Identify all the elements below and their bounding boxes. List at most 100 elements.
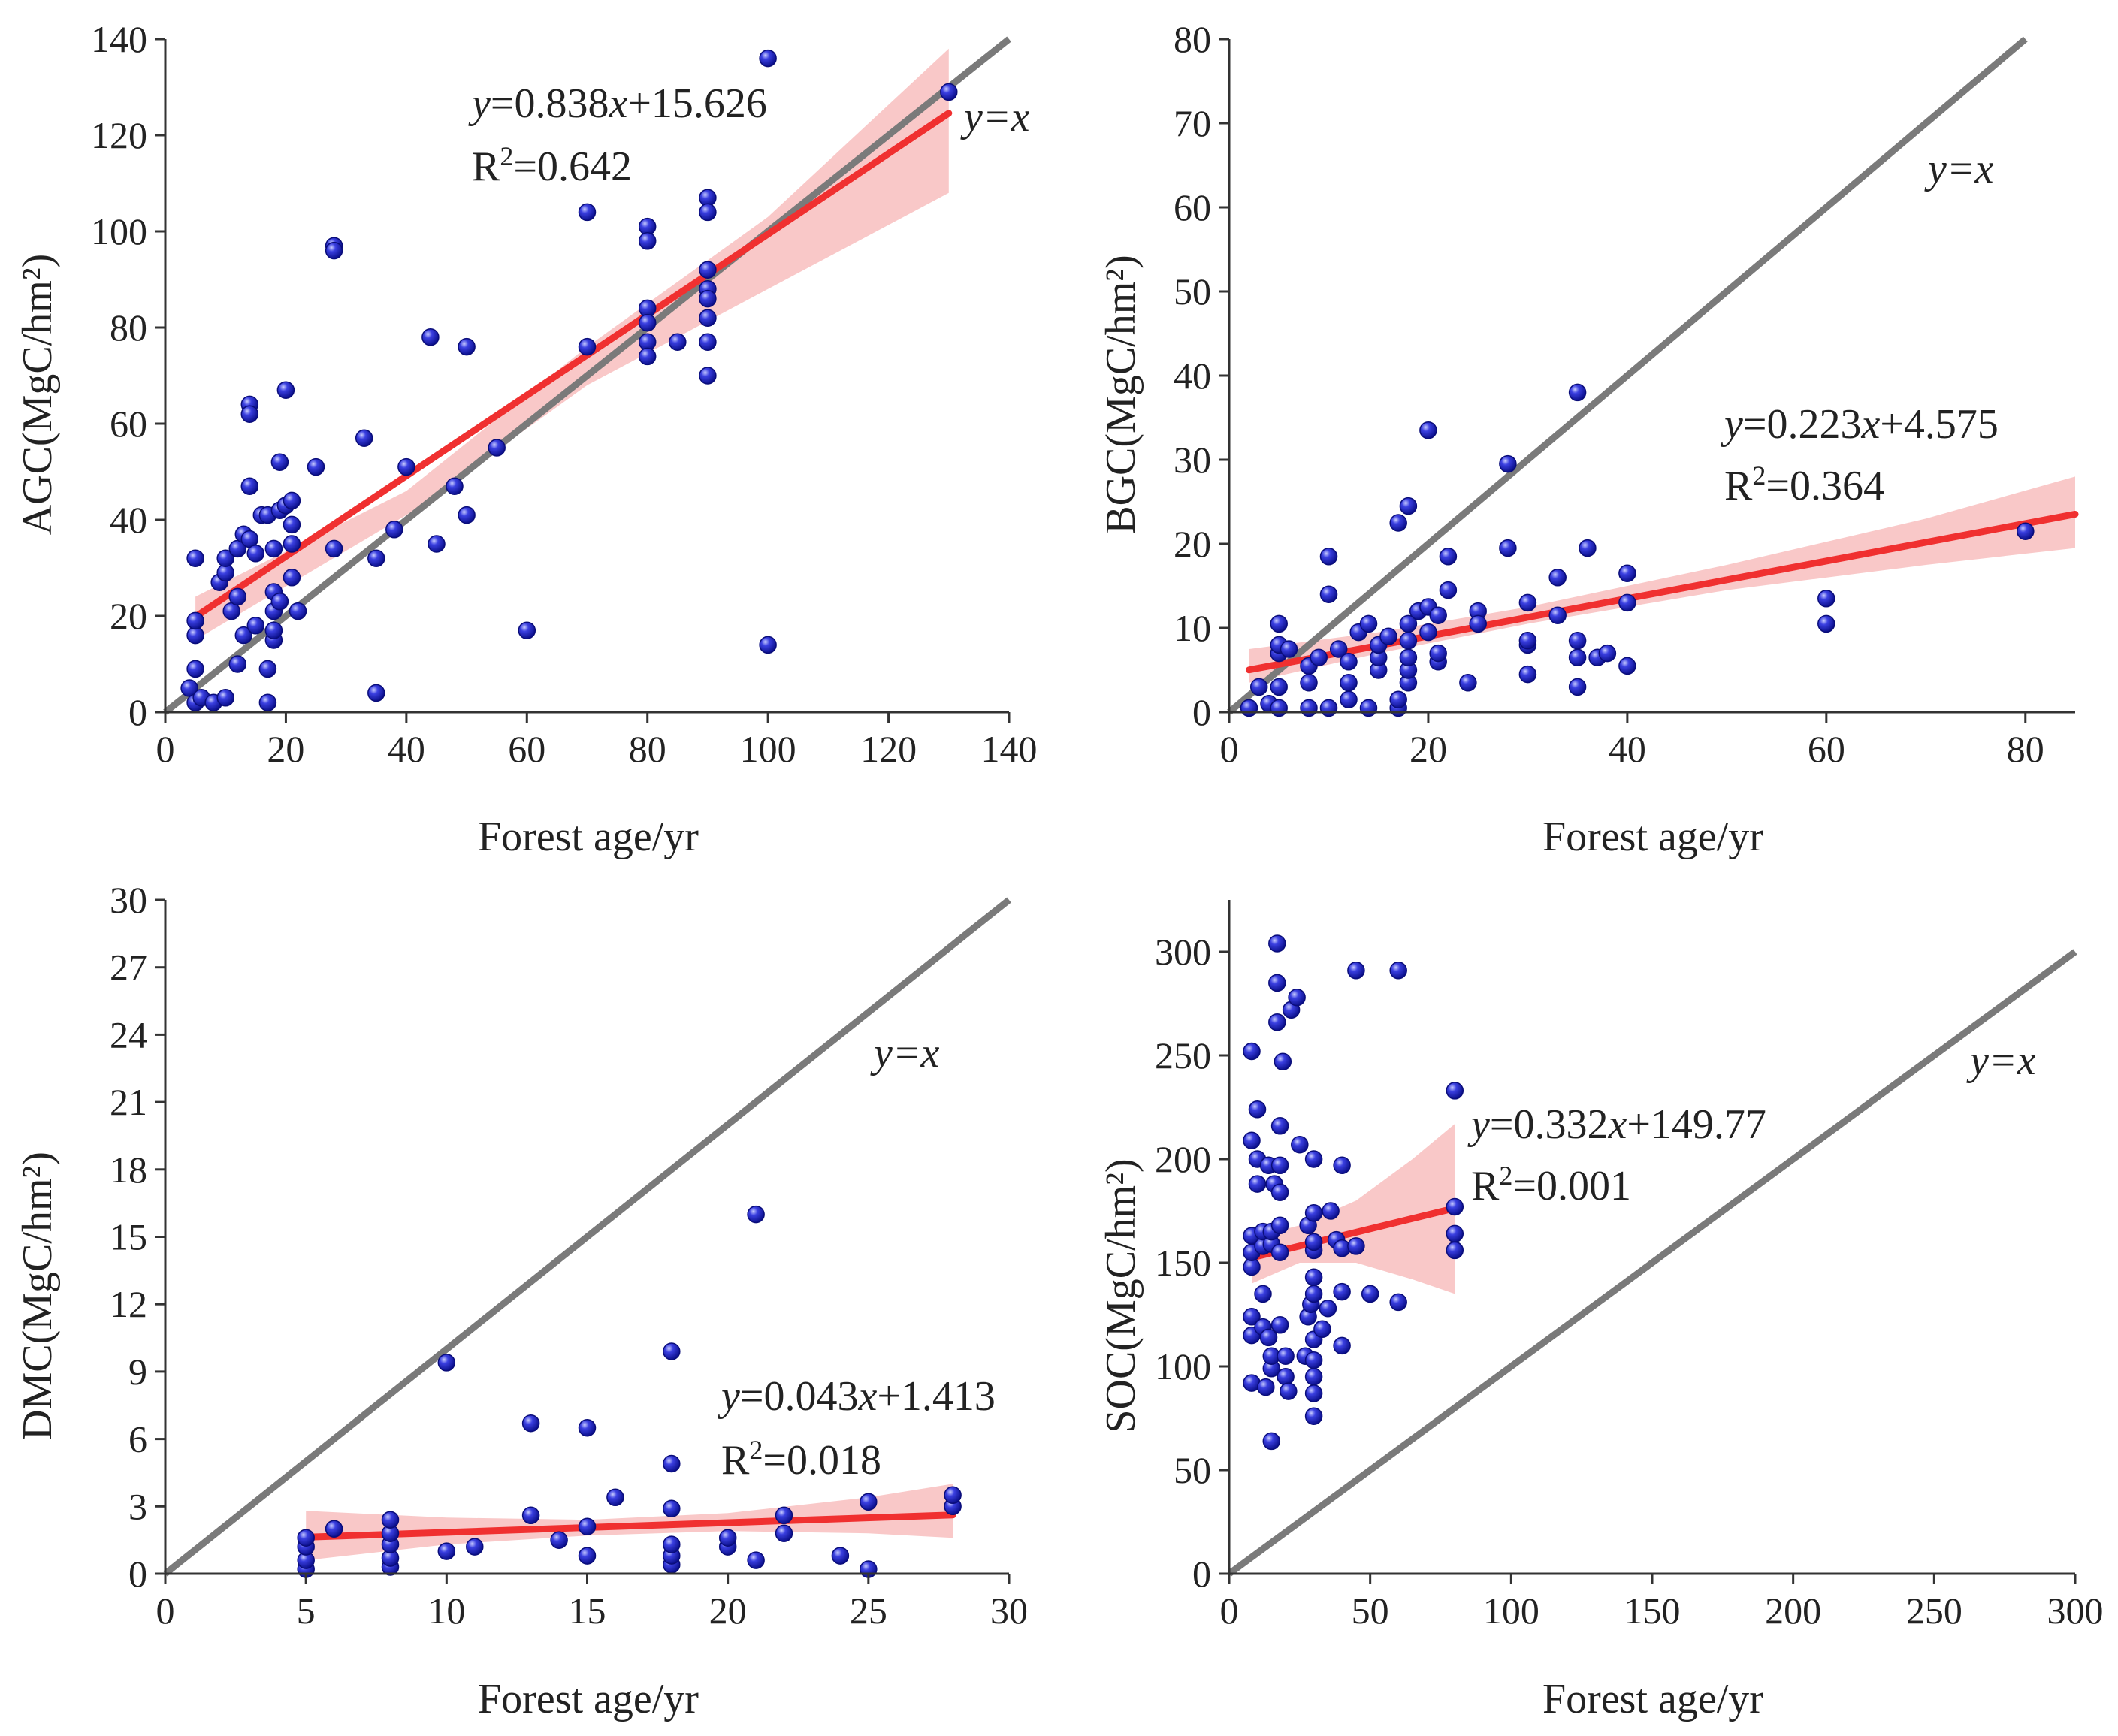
- agc-point-11: [216, 549, 234, 567]
- dmc-fit-line: [302, 1511, 956, 1541]
- soc-y-tick-label: 200: [1155, 1138, 1211, 1180]
- soc-point-33: [1274, 1052, 1292, 1071]
- agc-point-56: [458, 506, 476, 524]
- soc-x-tick-label: 100: [1483, 1590, 1539, 1632]
- bgc-point-3: [1270, 699, 1288, 717]
- agc-point-75: [699, 367, 717, 385]
- agc-point-34: [270, 453, 289, 471]
- bgc-point-47: [1469, 614, 1487, 633]
- dmc-point-9: [381, 1511, 400, 1529]
- soc-point-45: [1304, 1384, 1323, 1402]
- agc-point-58: [518, 621, 536, 639]
- bgc-point-42: [1429, 644, 1447, 663]
- agc-point-43: [307, 457, 325, 476]
- bgc-point-26: [1379, 627, 1397, 645]
- agc-fit-layer: [192, 110, 953, 620]
- dmc-point-10: [437, 1542, 456, 1560]
- dmc-point-36: [944, 1486, 962, 1505]
- agc-y-tick-label: 100: [91, 210, 147, 252]
- soc-y-tick-label: 100: [1155, 1345, 1211, 1387]
- soc-point-28: [1270, 1243, 1289, 1261]
- dmc-point-4: [325, 1520, 343, 1538]
- soc-identity-layer: [1227, 949, 2077, 1577]
- agc-point-13: [228, 655, 247, 673]
- dmc-x-tick-label: 15: [569, 1590, 606, 1632]
- dmc-point-27: [718, 1529, 737, 1547]
- bgc-x-tick-label: 0: [1220, 728, 1239, 770]
- soc-x-tick-label: 0: [1220, 1590, 1239, 1632]
- agc-point-2: [186, 660, 204, 678]
- agc-point-9: [216, 689, 234, 707]
- agc-point-19: [240, 405, 259, 423]
- agc-fit-line: [192, 110, 953, 620]
- soc-point-53: [1304, 1204, 1323, 1222]
- bgc-point-18: [1340, 674, 1358, 692]
- agc-point-67: [669, 333, 687, 351]
- soc-point-36: [1280, 1382, 1298, 1400]
- dmc-y-tick-label: 3: [128, 1485, 147, 1527]
- soc-y-tick-label: 300: [1155, 931, 1211, 973]
- soc-confidence-band: [1252, 1124, 1455, 1294]
- agc-equation: y=0.838x+15.626: [468, 80, 767, 127]
- bgc-point-59: [1568, 383, 1587, 402]
- bgc-equation: y=0.223x+4.575: [1721, 401, 1999, 448]
- agc-x-tick-label: 100: [740, 728, 796, 770]
- soc-point-2: [1243, 1308, 1261, 1326]
- agc-point-33: [270, 593, 289, 611]
- soc-point-16: [1259, 1328, 1278, 1347]
- agc-y-tick-label: 140: [91, 18, 147, 60]
- soc-equation: y=0.332x+149.77: [1467, 1101, 1766, 1148]
- dmc-x-tick-label: 25: [850, 1590, 887, 1632]
- agc-x-tick-label: 120: [860, 728, 917, 770]
- dmc-point-17: [578, 1517, 597, 1535]
- agc-point-54: [446, 477, 464, 495]
- soc-point-8: [1248, 1100, 1267, 1119]
- bgc-point-21: [1359, 699, 1378, 717]
- agc-band-layer: [195, 48, 949, 641]
- soc-point-65: [1361, 1285, 1379, 1303]
- soc-point-59: [1333, 1336, 1351, 1355]
- soc-point-71: [1446, 1082, 1464, 1100]
- soc-point-25: [1268, 974, 1286, 992]
- soc-y-tick-label: 50: [1174, 1449, 1211, 1491]
- soc-point-49: [1304, 1285, 1323, 1303]
- bgc-point-15: [1319, 548, 1338, 566]
- bgc-point-62: [1598, 644, 1617, 663]
- soc-point-34: [1277, 1368, 1295, 1386]
- agc-point-17: [234, 626, 253, 645]
- soc-point-57: [1322, 1202, 1340, 1220]
- soc-point-52: [1304, 1233, 1323, 1251]
- bgc-point-32: [1399, 648, 1418, 666]
- agc-point-52: [421, 328, 440, 346]
- dmc-point-23: [663, 1499, 681, 1518]
- bgc-identity-layer: [1227, 36, 2028, 715]
- panel-bgc: 0 20 40 60 80 0 10 20 30 40 50 60 70 80 y=0.223x+4.57…: [1098, 18, 2079, 860]
- soc-point-31: [1270, 1156, 1289, 1175]
- bgc-y-tick-label: 80: [1174, 18, 1211, 60]
- bgc-point-58: [1568, 632, 1587, 650]
- bgc-y-tick-label: 40: [1174, 355, 1211, 397]
- panel-agc: 0 20 40 60 80 100 120 140 0 20 40 60 80 100 120 140 y=0…: [14, 18, 1038, 860]
- bgc-point-33: [1399, 632, 1418, 650]
- agc-point-51: [397, 457, 415, 476]
- agc-point-20: [240, 477, 259, 495]
- agc-y-tick-label: 0: [128, 691, 147, 733]
- bgc-point-66: [1817, 614, 1835, 633]
- agc-point-64: [638, 313, 657, 332]
- soc-x-tick-label: 50: [1352, 1590, 1389, 1632]
- bgc-point-53: [1518, 593, 1537, 612]
- soc-point-12: [1254, 1285, 1272, 1303]
- bgc-point-0: [1240, 699, 1258, 717]
- agc-x-title: Forest age/yr: [478, 814, 699, 860]
- agc-point-49: [367, 549, 385, 567]
- agc-points-layer: [180, 49, 958, 711]
- soc-point-47: [1304, 1351, 1323, 1369]
- bgc-point-43: [1439, 581, 1458, 599]
- agc-point-22: [246, 617, 265, 635]
- dmc-equation: y=0.043x+1.413: [718, 1373, 996, 1420]
- agc-point-45: [325, 241, 343, 260]
- bgc-point-17: [1340, 690, 1358, 708]
- dmc-point-32: [831, 1547, 850, 1565]
- dmc-point-14: [521, 1414, 540, 1433]
- bgc-point-54: [1548, 606, 1567, 624]
